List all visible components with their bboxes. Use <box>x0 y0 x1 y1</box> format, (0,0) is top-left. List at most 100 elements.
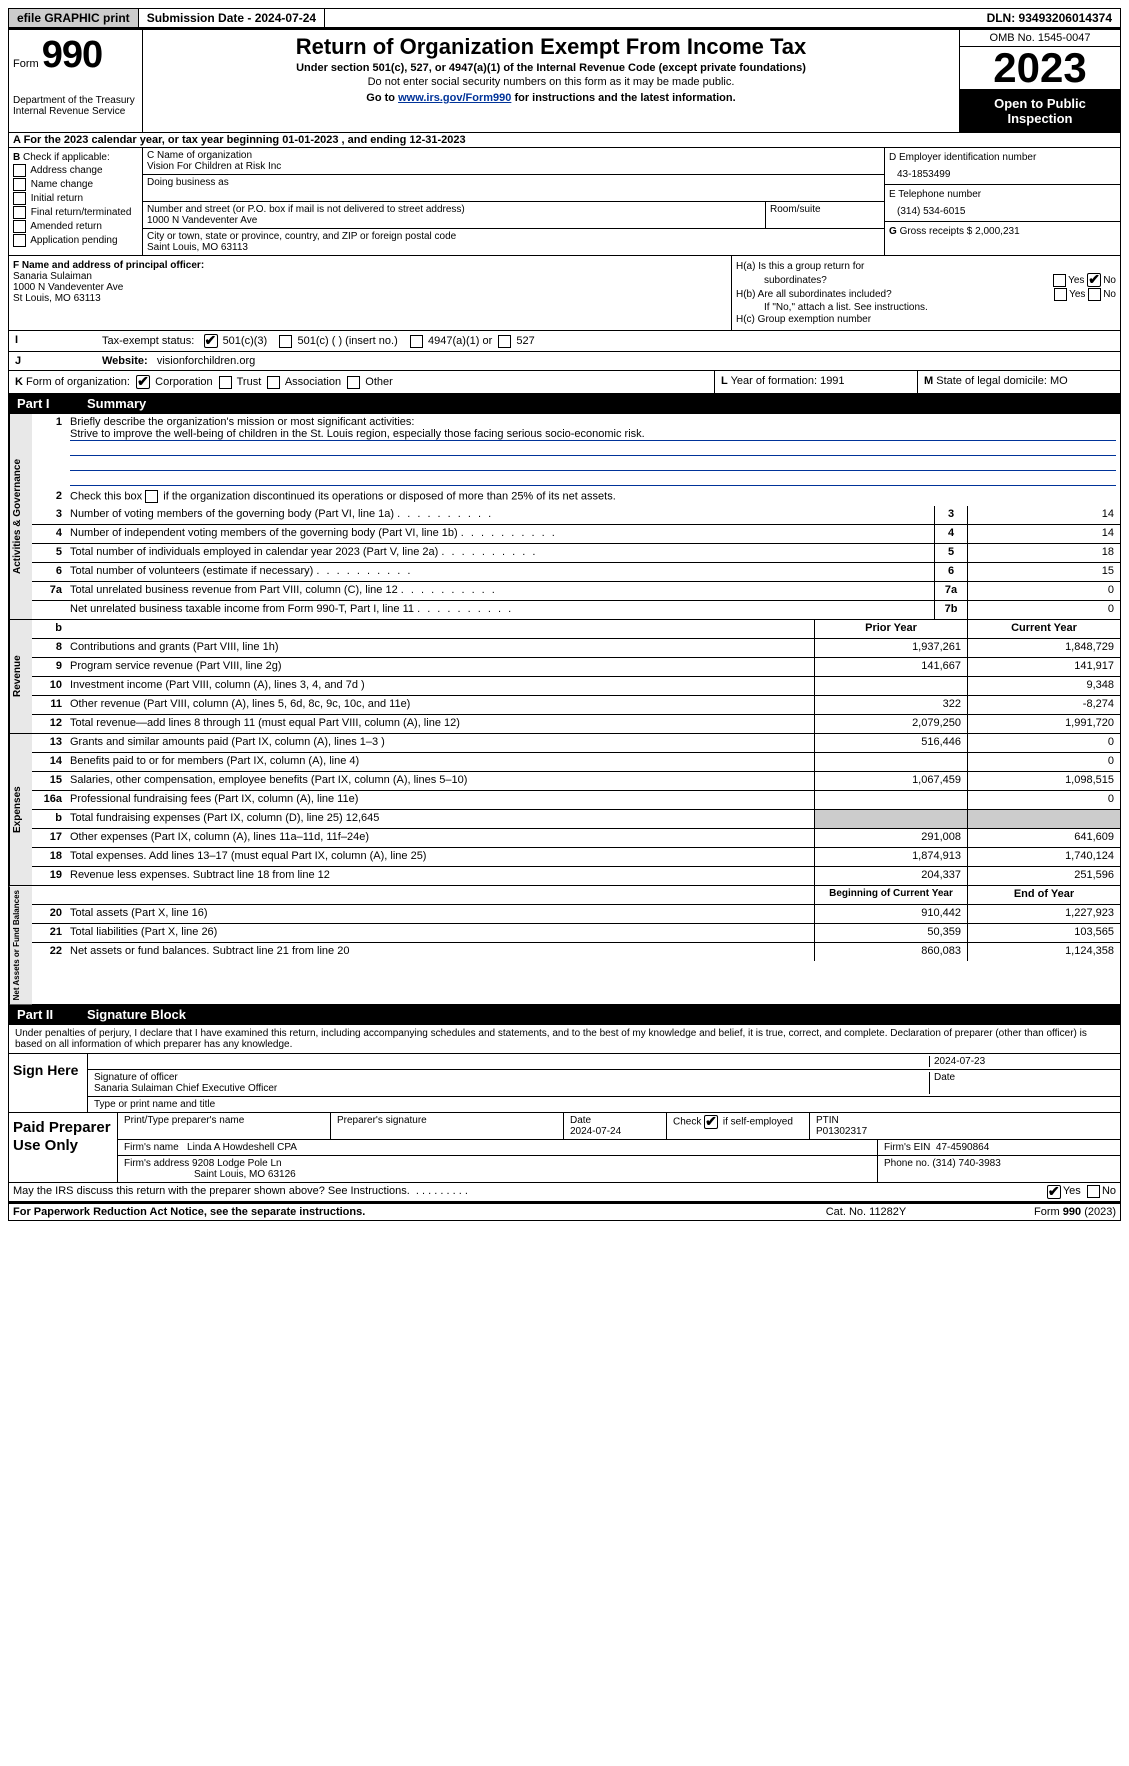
revenue-block: Revenue b Prior Year Current Year 8Contr… <box>8 620 1121 734</box>
netassets-block: Net Assets or Fund Balances Beginning of… <box>8 886 1121 1005</box>
ha-yes-box[interactable] <box>1053 274 1066 287</box>
ein-label: D Employer identification number <box>889 152 1116 163</box>
mission-label: Briefly describe the organization's miss… <box>70 416 414 428</box>
irs-link[interactable]: www.irs.gov/Form990 <box>398 92 511 104</box>
chk-corporation[interactable] <box>136 375 150 389</box>
tax-exempt-label: Tax-exempt status: <box>102 335 194 347</box>
hb-no-box[interactable] <box>1088 288 1101 301</box>
discuss-yes[interactable] <box>1047 1185 1061 1199</box>
end-year-head: End of Year <box>967 886 1120 904</box>
goto-post: for instructions and the latest informat… <box>514 92 735 104</box>
dln: DLN: 93493206014374 <box>979 9 1120 27</box>
chk-4947[interactable] <box>410 335 423 348</box>
b-check-applicable: B Check if applicable: Address change Na… <box>9 148 143 255</box>
part2-header: Part II Signature Block <box>8 1005 1121 1025</box>
city-state-zip: Saint Louis, MO 63113 <box>147 242 880 253</box>
chk-association[interactable] <box>267 376 280 389</box>
row-klm: K Form of organization: Corporation Trus… <box>8 371 1121 394</box>
addr-label: Number and street (or P.O. box if mail i… <box>147 204 761 215</box>
vtab-expenses: Expenses <box>9 734 32 885</box>
chk-501c3[interactable] <box>204 334 218 348</box>
state-domicile: State of legal domicile: MO <box>936 375 1067 387</box>
phone-label: E Telephone number <box>889 189 1116 200</box>
hb-yes-box[interactable] <box>1054 288 1067 301</box>
sig-date-label: Date <box>929 1072 1114 1094</box>
chk-trust[interactable] <box>219 376 232 389</box>
sig-officer-name: Sanaria Sulaiman Chief Executive Officer <box>94 1083 277 1094</box>
row-a-calendar-year: A For the 2023 calendar year, or tax yea… <box>8 133 1121 148</box>
current-year-head: Current Year <box>967 620 1120 638</box>
firm-city: Saint Louis, MO 63126 <box>124 1169 296 1180</box>
hc-label: H(c) Group exemption number <box>736 314 1116 325</box>
line2-post: if the organization discontinued its ope… <box>163 490 616 502</box>
goto-pre: Go to <box>366 92 398 104</box>
checkbox-name-change[interactable] <box>13 178 26 191</box>
section-fh: F Name and address of principal officer:… <box>8 256 1121 331</box>
firm-addr: 9208 Lodge Pole Ln <box>192 1158 282 1169</box>
ha-sub: subordinates? <box>736 275 1053 286</box>
year-formation: Year of formation: 1991 <box>731 375 845 387</box>
efile-button[interactable]: efile GRAPHIC print <box>9 9 139 27</box>
c-name-label: C Name of organization <box>147 150 880 161</box>
row-i: I Tax-exempt status: 501(c)(3) 501(c) ( … <box>8 331 1121 352</box>
ssn-warning: Do not enter social security numbers on … <box>147 76 955 88</box>
chk-501c[interactable] <box>279 335 292 348</box>
expenses-block: Expenses 13Grants and similar amounts pa… <box>8 734 1121 886</box>
firm-name: Linda A Howdeshell CPA <box>187 1142 297 1153</box>
discuss-question: May the IRS discuss this return with the… <box>13 1185 410 1197</box>
submission-date: Submission Date - 2024-07-24 <box>139 9 325 27</box>
sig-declaration: Under penalties of perjury, I declare th… <box>9 1025 1120 1054</box>
checkbox-address-change[interactable] <box>13 164 26 177</box>
ha-no-box[interactable] <box>1087 273 1101 287</box>
part1-header: Part I Summary <box>8 394 1121 414</box>
section-text: Under section 501(c), 527, or 4947(a)(1)… <box>147 62 955 74</box>
begin-year-head: Beginning of Current Year <box>814 886 967 904</box>
line2-pre: Check this box <box>70 490 145 502</box>
room-label: Room/suite <box>766 202 884 228</box>
website-label: Website: <box>102 355 148 367</box>
discuss-no[interactable] <box>1087 1185 1100 1198</box>
row-j: J Website: visionforchildren.org <box>8 352 1121 371</box>
chk-527[interactable] <box>498 335 511 348</box>
hb-label: H(b) Are all subordinates included? <box>736 289 1054 300</box>
cat-no: Cat. No. 11282Y <box>766 1206 966 1218</box>
sign-here-label: Sign Here <box>9 1054 88 1112</box>
prep-name-label: Print/Type preparer's name <box>118 1113 331 1139</box>
dba-label: Doing business as <box>147 177 880 188</box>
form-title: Return of Organization Exempt From Incom… <box>147 34 955 60</box>
checkbox-amended[interactable] <box>13 220 26 233</box>
chk-other[interactable] <box>347 376 360 389</box>
city-label: City or town, state or province, country… <box>147 231 880 242</box>
b-check-text: Check if applicable: <box>23 152 110 163</box>
form-word: Form <box>13 58 39 70</box>
checkbox-final-return[interactable] <box>13 206 26 219</box>
checkbox-app-pending[interactable] <box>13 234 26 247</box>
open-inspection: Open to Public Inspection <box>960 90 1120 132</box>
prep-sig-label: Preparer's signature <box>331 1113 564 1139</box>
checkbox-initial-return[interactable] <box>13 192 26 205</box>
g-label: G <box>889 226 897 237</box>
form-number: 990 <box>42 34 102 76</box>
vtab-revenue: Revenue <box>9 620 32 733</box>
chk-self-employed[interactable] <box>704 1115 718 1129</box>
vtab-netassets: Net Assets or Fund Balances <box>9 886 32 1004</box>
gross-receipts: Gross receipts $ 2,000,231 <box>900 226 1020 237</box>
ptin: P01302317 <box>816 1126 867 1137</box>
governance-block: Activities & Governance 1 Briefly descri… <box>8 414 1121 620</box>
prep-date: 2024-07-24 <box>570 1126 621 1137</box>
hb-note: If "No," attach a list. See instructions… <box>736 302 1116 313</box>
chk-discontinued[interactable] <box>145 490 158 503</box>
form-header: Form 990 Department of the Treasury Inte… <box>8 29 1121 133</box>
org-name: Vision For Children at Risk Inc <box>147 161 880 172</box>
officer-name: Sanaria Sulaiman <box>13 271 92 282</box>
paid-preparer-block: Paid Preparer Use Only Print/Type prepar… <box>8 1113 1121 1183</box>
section-bcdeg: B Check if applicable: Address change Na… <box>8 148 1121 256</box>
b-label: B <box>13 152 20 163</box>
irs-label: Internal Revenue Service <box>13 106 138 117</box>
goto-line: Go to www.irs.gov/Form990 for instructio… <box>147 92 955 104</box>
tax-year: 2023 <box>960 47 1120 90</box>
phone-value: (314) 534-6015 <box>889 206 1116 217</box>
signature-block: Under penalties of perjury, I declare th… <box>8 1025 1121 1113</box>
firm-phone: (314) 740-3983 <box>932 1158 1000 1169</box>
website-value: visionforchildren.org <box>157 355 255 367</box>
